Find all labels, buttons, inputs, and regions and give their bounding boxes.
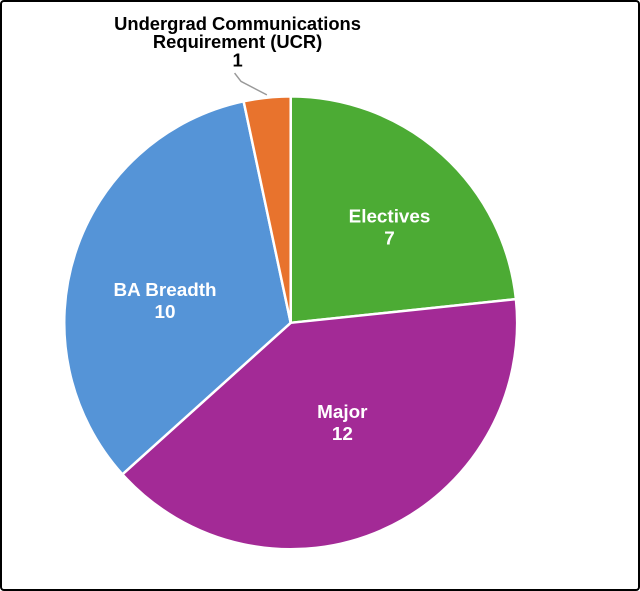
pie-slice-electives — [289, 95, 518, 325]
leader-line — [233, 72, 268, 96]
slice-label-ba-breadth: BA Breadth — [114, 279, 217, 300]
slice-value-ba-breadth: 10 — [155, 301, 176, 322]
slice-label-ucr-line2: Requirement (UCR) — [153, 31, 322, 52]
pie-slice-ucr — [242, 95, 292, 325]
pie-slice-major — [121, 297, 519, 551]
slice-label-electives: Electives — [349, 205, 431, 226]
pie-slices — [63, 95, 519, 551]
slice-label-ucr-line1: Undergrad Communications — [114, 13, 361, 34]
slice-label-major: Major — [317, 401, 368, 422]
pie-slice-ba-breadth — [63, 100, 292, 476]
slice-value-electives: 7 — [384, 227, 395, 248]
slice-value-major: 12 — [332, 423, 353, 444]
slice-value-ucr: 1 — [232, 50, 242, 71]
